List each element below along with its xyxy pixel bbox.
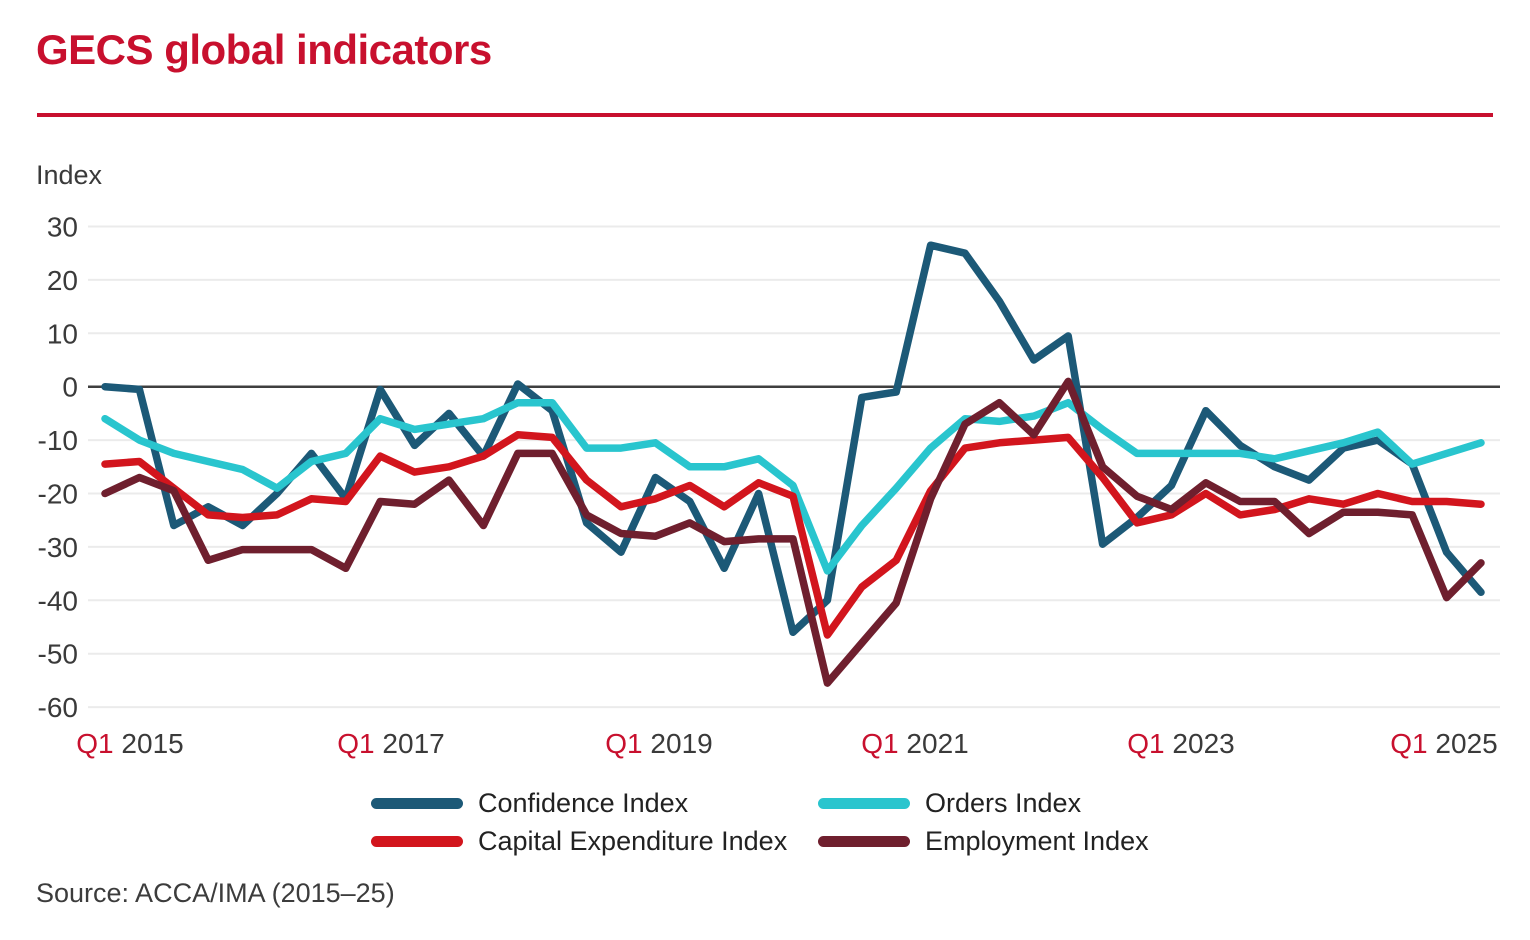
x-tick-label-2015: Q1 2015 (76, 728, 183, 759)
y-tick-label--50: -50 (38, 639, 78, 670)
y-tick-label--10: -10 (38, 425, 78, 456)
legend-item-orders: Orders Index (818, 787, 1081, 819)
y-tick-label-20: 20 (47, 265, 78, 296)
legend-label: Confidence Index (478, 787, 689, 818)
y-tick-label--30: -30 (38, 532, 78, 563)
y-axis-title: Index (36, 160, 103, 190)
y-tick-label--40: -40 (38, 585, 78, 616)
y-tick-label-10: 10 (47, 318, 78, 349)
legend-item-employment: Employment Index (818, 825, 1149, 857)
x-tick-label-2019: Q1 2019 (605, 728, 712, 759)
y-tick-label-0: 0 (62, 372, 78, 403)
series-line-capital-expenditure-index (101, 431, 1485, 639)
source-note: Source: ACCA/IMA (2015–25) (36, 878, 395, 908)
y-tick-label-30: 30 (47, 212, 78, 243)
legend-item-confidence: Confidence Index (371, 787, 688, 819)
y-tick-label--60: -60 (38, 692, 78, 723)
series-line-confidence-index (101, 241, 1485, 637)
title-rule (37, 113, 1493, 117)
legend-label: Orders Index (925, 787, 1082, 818)
legend-item-capital-expenditure: Capital Expenditure Index (371, 825, 787, 857)
employment-swatch-icon (818, 835, 910, 847)
series-line-employment-index (101, 377, 1485, 687)
x-tick-label-2017: Q1 2017 (337, 728, 444, 759)
capital-expenditure-swatch-icon (371, 835, 463, 847)
y-tick-label--20: -20 (38, 479, 78, 510)
series-line-orders-index (101, 398, 1485, 575)
x-tick-label-2025: Q1 2025 (1390, 728, 1497, 759)
x-tick-label-2021: Q1 2021 (861, 728, 968, 759)
chart-title: GECS global indicators (36, 26, 492, 73)
x-tick-label-2023: Q1 2023 (1127, 728, 1234, 759)
legend-label: Capital Expenditure Index (478, 825, 788, 856)
confidence-swatch-icon (371, 797, 463, 809)
orders-swatch-icon (818, 797, 910, 809)
legend-label: Employment Index (925, 825, 1149, 856)
